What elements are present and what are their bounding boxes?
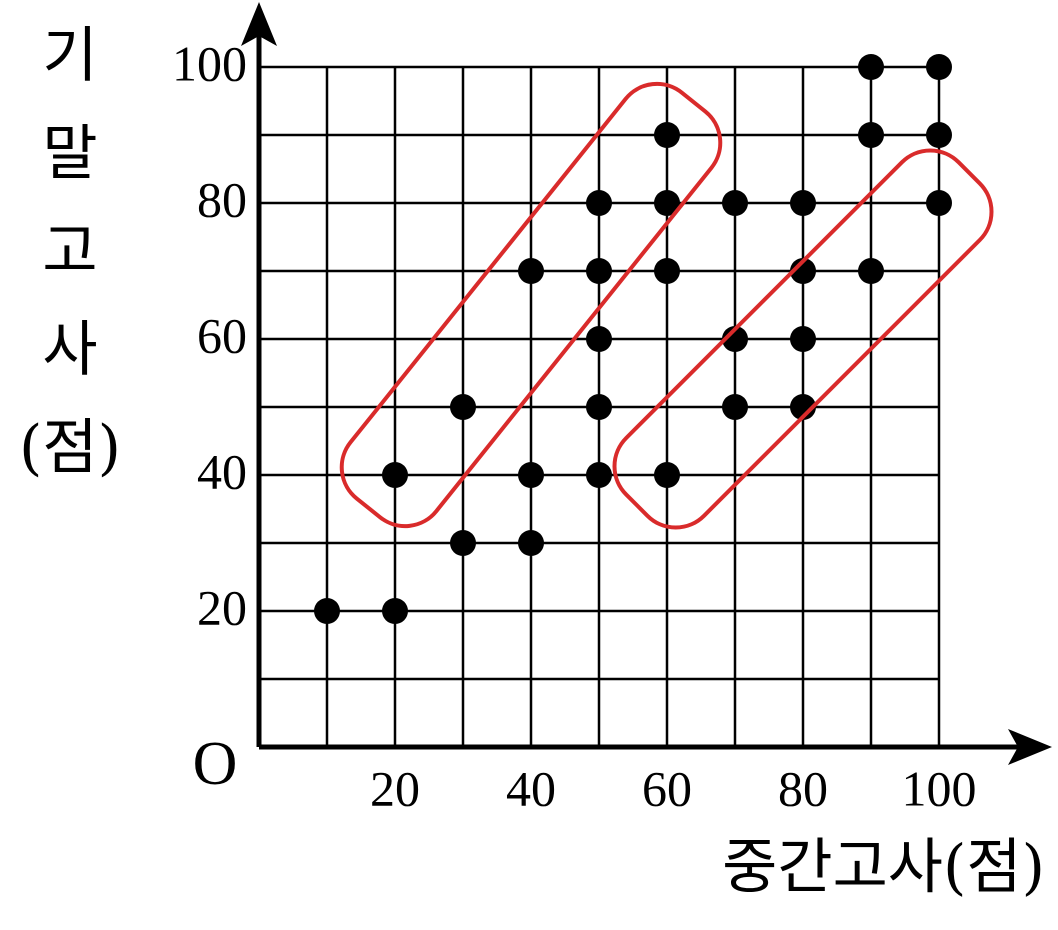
highlight-box	[339, 81, 723, 529]
x-tick-label: 60	[642, 760, 692, 816]
highlight-box	[612, 148, 994, 530]
point	[858, 122, 884, 148]
y-axis-label: 기 말 고 사 (점)	[19, 21, 121, 483]
origin-label: O	[193, 730, 238, 798]
point	[586, 190, 612, 216]
point	[790, 258, 816, 284]
point	[654, 462, 680, 488]
point	[450, 394, 476, 420]
y-tick-label: 100	[172, 35, 247, 91]
point	[858, 54, 884, 80]
point	[518, 462, 544, 488]
point	[314, 598, 340, 624]
point	[790, 394, 816, 420]
point	[518, 258, 544, 284]
point	[654, 258, 680, 284]
point	[586, 326, 612, 352]
point	[586, 394, 612, 420]
y-tick-label: 60	[197, 307, 247, 363]
x-tick-label: 20	[370, 760, 420, 816]
point	[382, 462, 408, 488]
point	[722, 190, 748, 216]
point	[654, 190, 680, 216]
y-arrow	[241, 2, 277, 46]
point	[790, 326, 816, 352]
x-arrow	[1008, 729, 1052, 765]
x-tick-label: 80	[778, 760, 828, 816]
point	[926, 122, 952, 148]
point	[926, 190, 952, 216]
y-tick-label: 40	[197, 443, 247, 499]
point	[858, 258, 884, 284]
point	[790, 190, 816, 216]
point	[586, 258, 612, 284]
y-tick-label: 20	[197, 579, 247, 635]
point	[926, 54, 952, 80]
point	[654, 122, 680, 148]
x-axis-label: 중간고사(점)	[722, 833, 1045, 903]
point	[586, 462, 612, 488]
x-tick-label: 40	[506, 760, 556, 816]
point	[450, 530, 476, 556]
point	[382, 598, 408, 624]
x-tick-label: 100	[902, 760, 977, 816]
point	[722, 394, 748, 420]
point	[518, 530, 544, 556]
point	[722, 326, 748, 352]
y-tick-label: 80	[197, 171, 247, 227]
